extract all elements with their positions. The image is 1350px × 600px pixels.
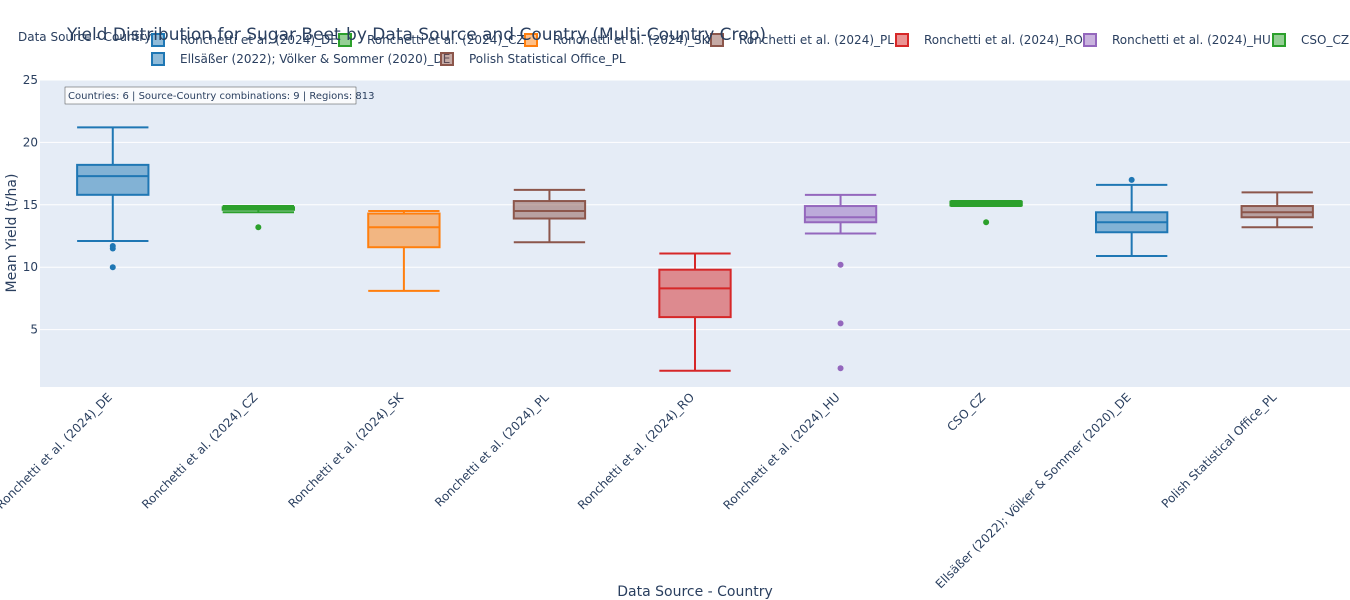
outlier-point: [837, 365, 844, 372]
legend-label: Polish Statistical Office_PL: [469, 52, 626, 66]
x-tick-label: Ronchetti et al. (2024)_SK: [285, 389, 406, 510]
x-tick-label: Polish Statistical Office_PL: [1159, 390, 1280, 511]
legend-label: Ronchetti et al. (2024)_RO: [924, 33, 1083, 47]
box-series: [76, 126, 1314, 372]
outlier-point: [109, 245, 116, 252]
stats-annotation: Countries: 6 | Source-Country combinatio…: [64, 86, 374, 105]
outlier-point: [837, 261, 844, 268]
legend-item[interactable]: CSO_CZ: [1272, 33, 1349, 47]
x-tick-label: Ronchetti et al. (2024)_DE: [0, 390, 115, 512]
legend-title: Data Source - Country: [18, 30, 151, 44]
legend-label: Ronchetti et al. (2024)_CZ: [367, 33, 525, 47]
box-2[interactable]: [221, 205, 295, 231]
legend-swatch: [338, 33, 352, 47]
iqr-box: [803, 205, 878, 224]
legend-swatch: [151, 52, 165, 66]
x-axis-ticks: Ronchetti et al. (2024)_DE Ronchetti et a…: [0, 389, 1280, 591]
x-tick-label: CSO_CZ: [944, 390, 988, 434]
y-axis-title: Mean Yield (t/ha): [4, 174, 20, 293]
legend-swatch: [524, 33, 538, 47]
legend-label: Ronchetti et al. (2024)_PL: [739, 33, 894, 47]
outlier-point: [837, 320, 844, 327]
legend-swatch: [895, 33, 909, 47]
legend-label: Ronchetti et al. (2024)_SK: [553, 33, 711, 47]
legend-swatch: [710, 33, 724, 47]
box-6[interactable]: [803, 193, 878, 372]
legend-swatch: [151, 33, 165, 47]
legend-item[interactable]: Polish Statistical Office_PL: [440, 52, 626, 66]
iqr-box: [367, 212, 441, 249]
box-4[interactable]: [512, 188, 587, 244]
chart-title: Yield Distribution for Sugar Beet by Dat…: [66, 25, 766, 45]
legend-swatch: [440, 52, 454, 66]
outlier-point: [109, 264, 116, 271]
y-tick-label: 25: [23, 73, 38, 87]
x-tick-label: Ronchetti et al. (2024)_RO: [575, 390, 697, 512]
legend-item[interactable]: Ronchetti et al. (2024)_RO: [895, 33, 1083, 47]
legend-swatch: [1083, 33, 1097, 47]
legend-label: CSO_CZ: [1301, 33, 1349, 47]
box-1[interactable]: [76, 126, 150, 271]
iqr-box: [76, 163, 150, 196]
y-tick-label: 5: [30, 323, 38, 337]
outlier-point: [983, 219, 990, 226]
legend[interactable]: Data Source - Country Ronchetti et al. (…: [18, 30, 1349, 66]
legend-item[interactable]: Ronchetti et al. (2024)_SK: [524, 33, 711, 47]
legend-swatch: [1272, 33, 1286, 47]
outlier-point: [255, 224, 262, 231]
legend-label: Ronchetti et al. (2024)_DE: [180, 33, 338, 47]
box-5[interactable]: [658, 252, 732, 372]
x-tick-label: Ronchetti et al. (2024)_CZ: [139, 390, 260, 511]
iqr-box: [512, 200, 587, 220]
outlier-point: [1128, 176, 1135, 183]
legend-label: Ellsäßer (2022); Völker & Sommer (2020)_…: [180, 52, 450, 66]
box-9[interactable]: [1240, 191, 1314, 229]
legend-item[interactable]: Ellsäßer (2022); Völker & Sommer (2020)_…: [151, 52, 450, 66]
stats-annotation-text: Countries: 6 | Source-Country combinatio…: [68, 91, 374, 102]
y-axis-ticks: 5 10 15 20 25: [23, 73, 38, 337]
legend-item[interactable]: Ronchetti et al. (2024)_CZ: [338, 33, 525, 47]
x-tick-label: Ronchetti et al. (2024)_PL: [432, 390, 552, 510]
iqr-box: [658, 268, 732, 319]
y-tick-label: 10: [23, 260, 38, 274]
y-tick-label: 20: [23, 135, 38, 149]
box-7[interactable]: [949, 200, 1023, 226]
x-axis-title: Data Source - Country: [617, 584, 773, 600]
legend-label: Ronchetti et al. (2024)_HU: [1112, 33, 1271, 47]
legend-item[interactable]: Ronchetti et al. (2024)_HU: [1083, 33, 1271, 47]
legend-item[interactable]: Ronchetti et al. (2024)_PL: [710, 33, 894, 47]
box-8[interactable]: [1095, 176, 1169, 257]
x-tick-label: Ronchetti et al. (2024)_HU: [720, 390, 842, 512]
box-3[interactable]: [367, 210, 441, 292]
y-tick-label: 15: [23, 198, 38, 212]
legend-item[interactable]: Ronchetti et al. (2024)_DE: [151, 33, 338, 47]
